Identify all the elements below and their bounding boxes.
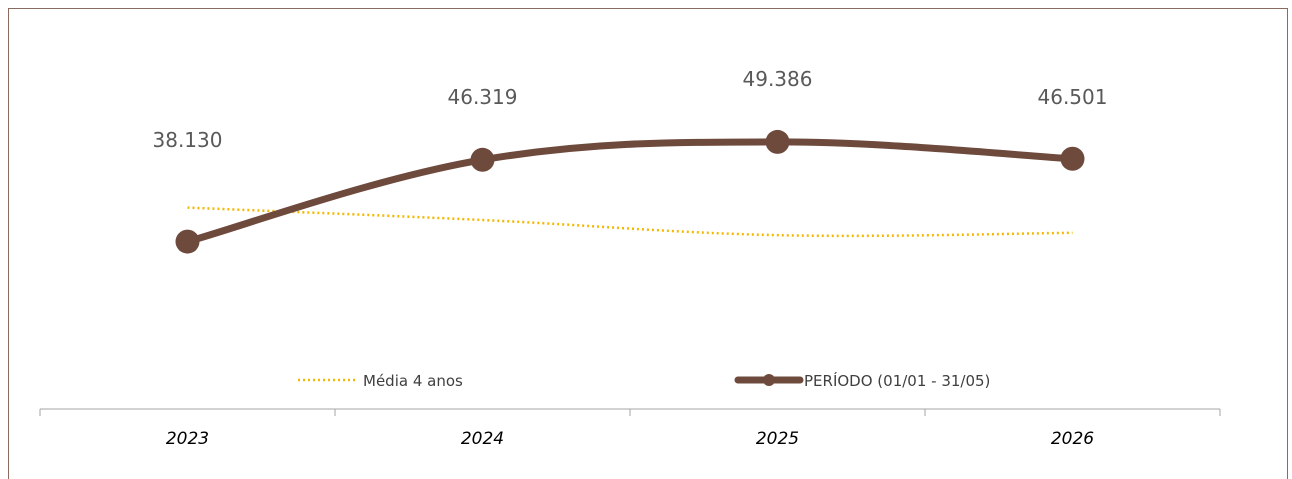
legend-marker-periodo [763,374,775,386]
x-tick-label-2025: 2025 [756,429,799,449]
series-point-periodo-2023 [175,229,200,254]
series-point-periodo-2025 [765,129,790,154]
data-label-2024: 46.319 [448,85,518,109]
series-line-media-4-anos [187,206,1073,238]
x-tick-label-2023: 2023 [166,429,209,449]
series-line-periodo [184,138,1076,246]
x-tick-label-2024: 2024 [461,429,504,449]
legend-label-media-4-anos: Média 4 anos [363,372,463,390]
series-point-periodo-2026 [1060,146,1085,171]
data-label-2025: 49.386 [743,67,813,91]
legend-label-periodo: PERÍODO (01/01 - 31/05) [804,371,990,390]
x-tick-label-2026: 2026 [1051,429,1094,449]
chart-frame [8,8,1288,479]
data-label-2026: 46.501 [1038,85,1108,109]
data-label-2023: 38.130 [153,128,223,152]
series-point-periodo-2024 [470,147,495,172]
